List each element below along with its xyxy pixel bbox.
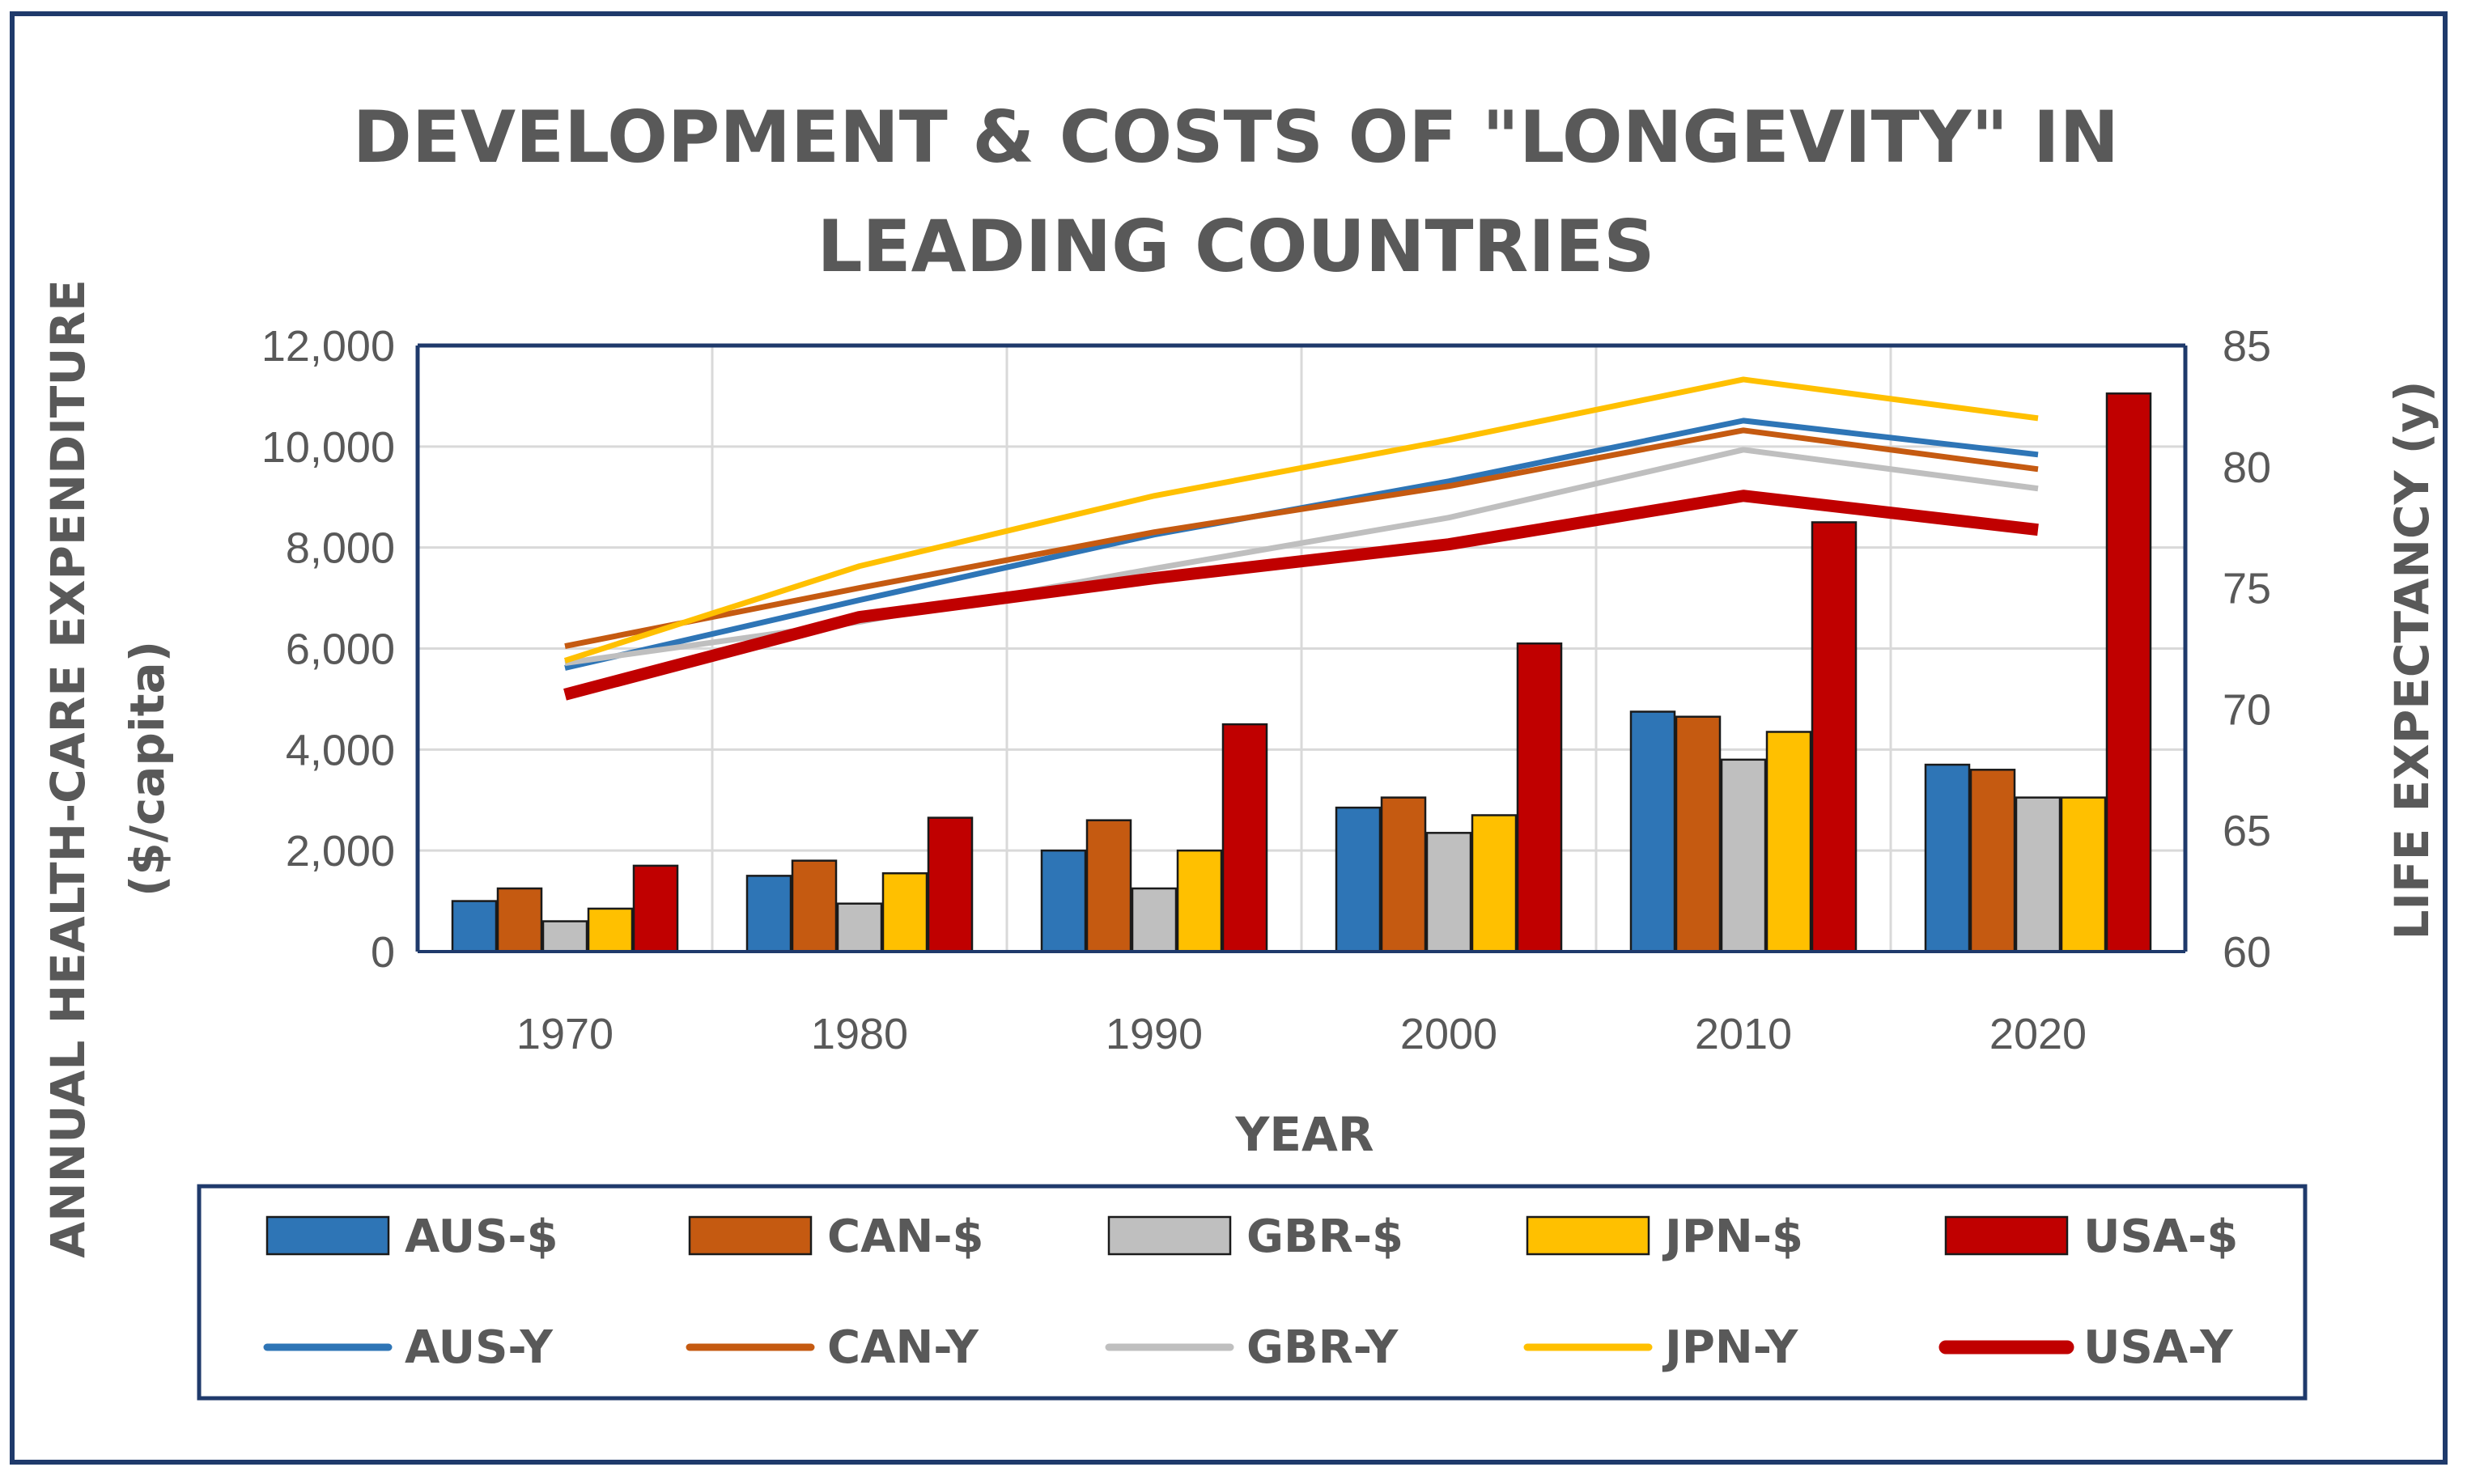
- x-tick-label: 2010: [1695, 1010, 1792, 1058]
- y-axis-title-line-2: ($/capita): [120, 641, 175, 897]
- bar-jpn-1970: [587, 907, 634, 953]
- line-cany: [564, 427, 2039, 649]
- legend-swatch-gbr: [1107, 1215, 1232, 1256]
- chart-title: DEVELOPMENT & COSTS OF "LONGEVITY" IN LE…: [353, 95, 2119, 288]
- bar-can-2010: [1675, 715, 1722, 953]
- legend-label: AUS-$: [405, 1211, 558, 1263]
- bar-gbr-1980: [836, 902, 883, 953]
- bar-jpn-2020: [2060, 796, 2107, 953]
- bar-aus-1980: [745, 875, 792, 953]
- legend-label: CAN-$: [827, 1211, 984, 1263]
- x-axis-title: YEAR: [1234, 1107, 1374, 1162]
- bar-aus-2000: [1335, 806, 1382, 953]
- bar-can-1970: [496, 887, 543, 953]
- x-tick-label: 1980: [811, 1010, 908, 1058]
- tick-labels: 0 2,000 4,000 6,000 8,000 10,000 12,000 60 65 70 7…: [261, 322, 2271, 1058]
- bar-gbr-2010: [1720, 758, 1767, 953]
- legend: AUS-$ CAN-$ GBR-$ JPN-$ USA-$ AUS-Y CAN-Y GBR-Y…: [263, 1211, 2238, 1374]
- bar-aus-1990: [1040, 849, 1087, 953]
- legend-label: USA-Y: [2083, 1321, 2234, 1374]
- x-tick-label: 1990: [1106, 1010, 1203, 1058]
- bar-aus-2020: [1924, 763, 1971, 953]
- bar-aus-2010: [1629, 710, 1676, 953]
- legend-label: JPN-Y: [1662, 1321, 1799, 1374]
- legend-swatch-can: [688, 1215, 813, 1256]
- bar-can-1990: [1085, 819, 1132, 953]
- chart-title-line-1: DEVELOPMENT & COSTS OF "LONGEVITY" IN: [353, 95, 2119, 179]
- y-tick-label: 8,000: [286, 524, 395, 573]
- legend-label: USA-$: [2083, 1211, 2238, 1263]
- legend-label: GBR-Y: [1246, 1321, 1399, 1374]
- y2-tick-label: 65: [2223, 807, 2271, 855]
- y-tick-label: 12,000: [261, 322, 395, 371]
- y-tick-label: 6,000: [286, 625, 395, 674]
- y-tick-label: 0: [371, 928, 395, 977]
- bar-can-2000: [1380, 796, 1427, 953]
- bar-series: [451, 392, 2152, 953]
- axes: [415, 343, 2188, 953]
- legend-label: JPN-$: [1662, 1211, 1803, 1263]
- x-tick-label: 1970: [516, 1010, 614, 1058]
- bar-aus-1970: [451, 900, 498, 953]
- bar-jpn-1980: [881, 872, 928, 953]
- bar-usa-2020: [2105, 392, 2152, 953]
- bar-usa-1980: [927, 816, 974, 953]
- chart-frame: [10, 11, 2448, 1465]
- bar-usa-1990: [1221, 723, 1268, 953]
- legend-label: CAN-Y: [827, 1321, 979, 1374]
- legend-label: AUS-Y: [405, 1321, 554, 1374]
- bar-gbr-1990: [1131, 887, 1178, 953]
- y-tick-label: 10,000: [261, 423, 395, 472]
- y2-tick-label: 80: [2223, 443, 2271, 492]
- y2-axis-title: LIFE EXPECTANCY (y): [2384, 380, 2439, 939]
- y-tick-label: 2,000: [286, 827, 395, 876]
- legend-swatch-aus: [265, 1215, 390, 1256]
- bar-jpn-2010: [1765, 731, 1812, 953]
- x-tick-label: 2000: [1400, 1010, 1497, 1058]
- line-series: [563, 376, 2039, 701]
- line-usay: [563, 490, 2039, 701]
- bar-gbr-2000: [1425, 832, 1472, 953]
- x-tick-label: 2020: [1989, 1010, 2087, 1058]
- y2-tick-label: 70: [2223, 685, 2271, 734]
- legend-label: GBR-$: [1246, 1211, 1403, 1263]
- bar-can-2020: [1969, 769, 2016, 953]
- bar-gbr-1970: [541, 920, 588, 953]
- bar-jpn-2000: [1471, 814, 1518, 953]
- bar-usa-2010: [1811, 521, 1858, 953]
- bar-gbr-2020: [2015, 796, 2061, 953]
- y2-tick-label: 60: [2223, 928, 2271, 977]
- bar-usa-2000: [1516, 642, 1563, 953]
- bar-can-1980: [791, 859, 838, 953]
- bar-jpn-1990: [1176, 849, 1223, 953]
- legend-swatch-jpn: [1526, 1215, 1650, 1256]
- y-axis-title-line-1: ANNUAL HEALTH-CARE EXPENDITURE: [40, 279, 96, 1258]
- grid-lines: [418, 346, 2185, 952]
- legend-swatch-usa: [1944, 1215, 2069, 1256]
- y2-tick-label: 85: [2223, 322, 2271, 371]
- bar-usa-1970: [632, 864, 679, 953]
- chart-title-line-2: LEADING COUNTRIES: [817, 205, 1654, 288]
- y2-tick-label: 75: [2223, 565, 2271, 613]
- y-tick-label: 4,000: [286, 726, 395, 774]
- line-jpny: [563, 376, 2039, 664]
